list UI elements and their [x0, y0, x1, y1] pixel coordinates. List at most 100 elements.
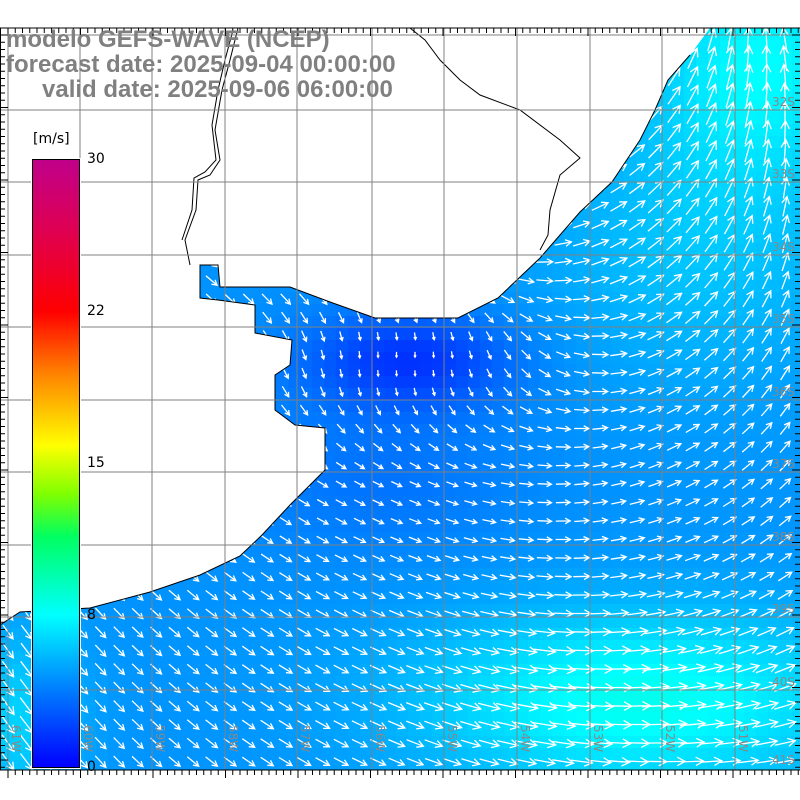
wind-speed-cell	[252, 724, 264, 736]
wind-speed-cell	[420, 448, 432, 460]
wind-speed-cell	[192, 604, 204, 616]
wind-speed-cell	[684, 292, 696, 304]
wind-speed-cell	[96, 640, 108, 652]
wind-speed-cell	[696, 568, 708, 580]
wind-speed-cell	[468, 388, 480, 400]
wind-speed-cell	[396, 424, 408, 436]
wind-speed-cell	[444, 652, 456, 664]
wind-speed-cell	[672, 220, 684, 232]
wind-speed-cell	[456, 568, 468, 580]
wind-speed-cell	[456, 712, 468, 724]
wind-speed-cell	[516, 712, 528, 724]
wind-speed-cell	[552, 160, 564, 172]
wind-speed-cell	[336, 508, 348, 520]
wind-speed-cell	[588, 232, 600, 244]
wind-speed-cell	[396, 244, 408, 256]
wind-speed-cell	[384, 292, 396, 304]
wind-speed-cell	[408, 724, 420, 736]
wind-vector-arrow	[629, 69, 645, 84]
wind-speed-cell	[540, 580, 552, 592]
wind-vector-arrow	[481, 36, 498, 44]
wind-speed-cell	[108, 544, 120, 556]
wind-speed-cell	[264, 292, 276, 304]
wind-speed-cell	[636, 76, 648, 88]
wind-speed-cell	[396, 232, 408, 244]
wind-speed-cell	[84, 328, 96, 340]
wind-speed-cell	[324, 148, 336, 160]
wind-speed-cell	[600, 616, 612, 628]
wind-speed-cell	[696, 520, 708, 532]
wind-speed-cell	[648, 28, 660, 40]
wind-speed-cell	[768, 520, 780, 532]
wind-vector-arrow	[481, 55, 498, 63]
wind-speed-cell	[552, 184, 564, 196]
wind-speed-cell	[132, 352, 144, 364]
wind-speed-cell	[216, 460, 228, 472]
wind-speed-cell	[468, 256, 480, 268]
wind-vector-arrow	[389, 221, 405, 230]
wind-speed-cell	[552, 244, 564, 256]
wind-vector-arrow	[244, 348, 254, 362]
wind-vector-arrow	[371, 165, 386, 174]
wind-speed-cell	[240, 436, 252, 448]
wind-speed-cell	[480, 748, 492, 760]
wind-speed-cell	[324, 712, 336, 724]
wind-speed-cell	[636, 652, 648, 664]
wind-speed-cell	[216, 496, 228, 508]
wind-vector-arrow	[410, 293, 420, 306]
wind-speed-cell	[348, 604, 360, 616]
wind-speed-cell	[756, 724, 768, 736]
wind-vector-arrow	[389, 166, 405, 174]
wind-speed-cell	[276, 664, 288, 676]
wind-vector-arrow	[278, 109, 293, 119]
wind-speed-cell	[276, 148, 288, 160]
wind-speed-cell	[0, 292, 12, 304]
wind-speed-cell	[216, 640, 228, 652]
wind-speed-cell	[384, 580, 396, 592]
wind-speed-cell	[540, 340, 552, 352]
wind-speed-cell	[648, 724, 660, 736]
wind-speed-cell	[276, 640, 288, 652]
wind-speed-cell	[204, 604, 216, 616]
wind-speed-cell	[612, 52, 624, 64]
wind-speed-cell	[180, 472, 192, 484]
wind-vector-arrow	[426, 221, 442, 230]
wind-speed-cell	[636, 172, 648, 184]
wind-speed-cell	[672, 316, 684, 328]
wind-vector-arrow	[224, 311, 236, 324]
wind-speed-cell	[276, 220, 288, 232]
wind-speed-cell	[180, 556, 192, 568]
wind-speed-cell	[648, 436, 660, 448]
wind-speed-cell	[156, 472, 168, 484]
wind-speed-cell	[336, 364, 348, 376]
wind-speed-cell	[324, 544, 336, 556]
wind-speed-cell	[108, 616, 120, 628]
wind-speed-cell	[636, 556, 648, 568]
wind-vector-arrow	[131, 274, 144, 287]
wind-speed-cell	[708, 76, 720, 88]
wind-speed-cell	[444, 112, 456, 124]
wind-speed-cell	[672, 580, 684, 592]
wind-speed-cell	[480, 556, 492, 568]
wind-speed-cell	[228, 184, 240, 196]
wind-speed-cell	[468, 436, 480, 448]
wind-speed-cell	[240, 676, 252, 688]
wind-speed-cell	[372, 208, 384, 220]
wind-speed-cell	[168, 616, 180, 628]
wind-vector-arrow	[21, 274, 32, 288]
wind-speed-cell	[216, 124, 228, 136]
wind-speed-cell	[444, 388, 456, 400]
wind-speed-cell	[288, 148, 300, 160]
wind-speed-cell	[408, 448, 420, 460]
wind-speed-cell	[468, 484, 480, 496]
wind-speed-cell	[588, 220, 600, 232]
wind-speed-cell	[588, 268, 600, 280]
wind-speed-cell	[120, 256, 132, 268]
wind-vector-arrow	[536, 183, 554, 192]
wind-vector-arrow	[554, 202, 573, 210]
wind-speed-cell	[600, 52, 612, 64]
wind-speed-cell	[384, 112, 396, 124]
wind-speed-cell	[204, 652, 216, 664]
wind-speed-cell	[372, 124, 384, 136]
wind-speed-cell	[312, 688, 324, 700]
